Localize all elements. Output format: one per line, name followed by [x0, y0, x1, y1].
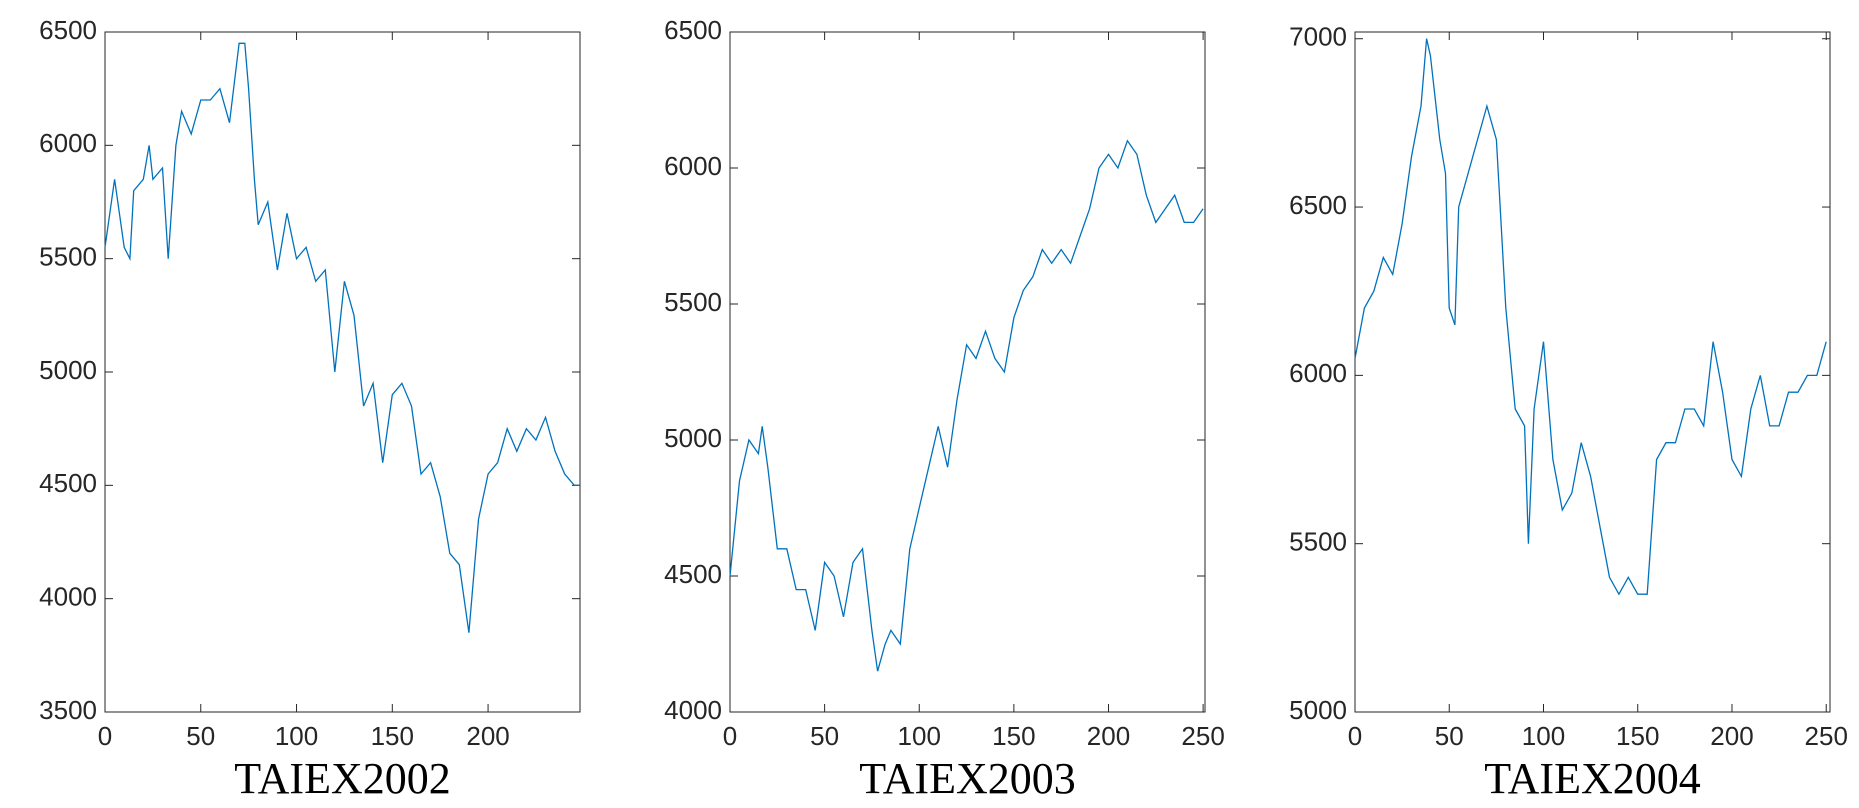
x-tick-label: 50 [186, 721, 215, 751]
x-tick-label: 150 [371, 721, 414, 751]
plot-area [729, 31, 1206, 713]
y-tick-label: 4500 [39, 468, 97, 498]
data-line [104, 42, 580, 633]
data-line [729, 139, 1204, 672]
y-tick-label: 5500 [1289, 527, 1347, 557]
x-tick-label: 150 [992, 721, 1035, 751]
y-tick-label: 5000 [39, 355, 97, 385]
y-tick-label: 4000 [39, 582, 97, 612]
x-tick-label: 0 [1348, 721, 1362, 751]
y-tick-label: 3500 [39, 695, 97, 725]
y-tick-label: 6000 [664, 151, 722, 181]
y-tick-label: 6000 [1289, 358, 1347, 388]
x-tick-label: 50 [1435, 721, 1464, 751]
y-tick-label: 7000 [1289, 22, 1347, 52]
y-tick-label: 6000 [39, 128, 97, 158]
x-tick-label: 0 [98, 721, 112, 751]
x-tick-label: 0 [723, 721, 737, 751]
x-axis-label: TAIEX2003 [859, 754, 1075, 803]
y-tick-label: 5500 [39, 242, 97, 272]
x-tick-label: 100 [898, 721, 941, 751]
y-tick-label: 5000 [664, 423, 722, 453]
x-tick-label: 200 [466, 721, 509, 751]
y-tick-label: 4500 [664, 559, 722, 589]
y-tick-label: 6500 [39, 15, 97, 45]
x-tick-label: 100 [275, 721, 318, 751]
data-line [1354, 38, 1827, 596]
y-tick-label: 4000 [664, 695, 722, 725]
y-tick-label: 5000 [1289, 695, 1347, 725]
plot-area [1354, 31, 1831, 713]
y-tick-label: 6500 [1289, 190, 1347, 220]
plot-area [104, 31, 581, 713]
x-tick-label: 250 [1805, 721, 1848, 751]
y-tick-label: 6500 [664, 15, 722, 45]
x-tick-label: 150 [1616, 721, 1659, 751]
x-tick-label: 200 [1087, 721, 1130, 751]
x-tick-label: 250 [1181, 721, 1224, 751]
x-axis-label: TAIEX2004 [1484, 754, 1700, 803]
x-axis-label: TAIEX2002 [234, 754, 450, 803]
x-tick-label: 200 [1710, 721, 1753, 751]
x-tick-label: 100 [1522, 721, 1565, 751]
y-tick-label: 5500 [664, 287, 722, 317]
x-tick-label: 50 [810, 721, 839, 751]
